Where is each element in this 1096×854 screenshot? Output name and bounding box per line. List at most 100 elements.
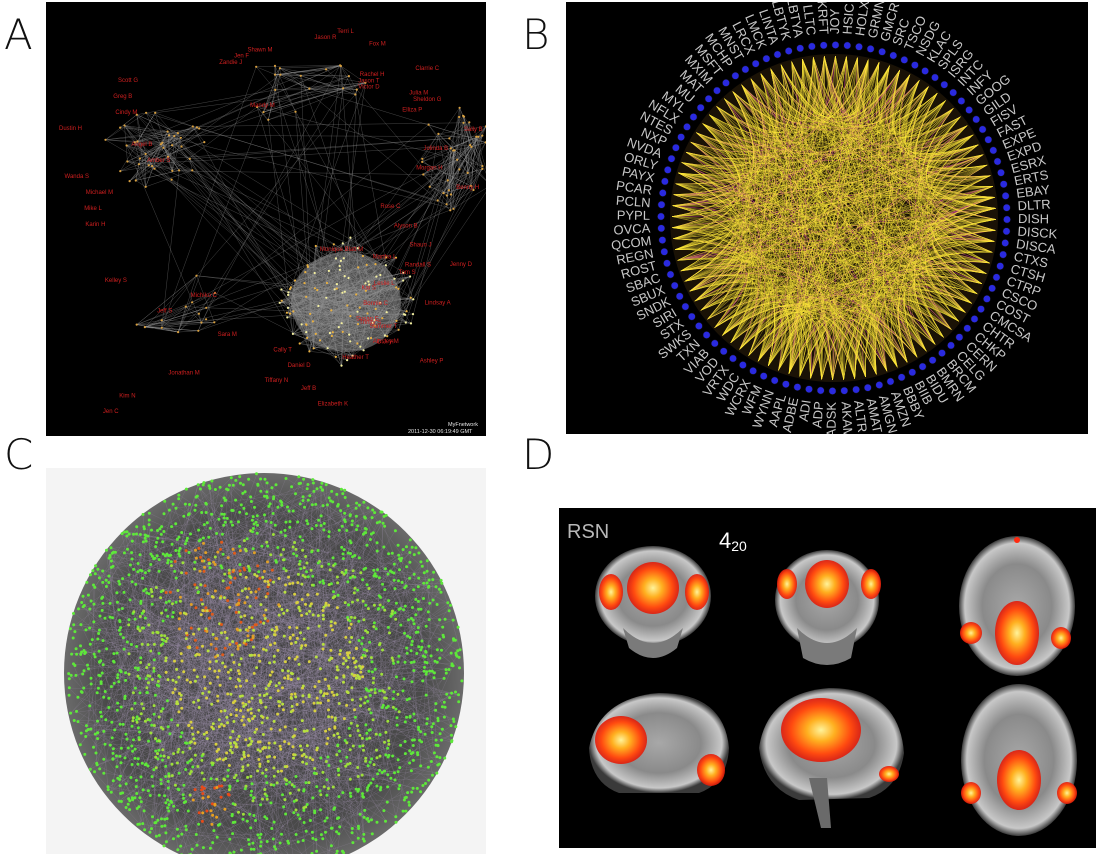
node-label: Jolinda B	[424, 146, 449, 152]
node-label: Daniel D	[288, 363, 312, 369]
axial-slice-2	[961, 684, 1077, 836]
ticker-label: AKAM	[839, 401, 856, 434]
ticker-label: ALTR	[851, 399, 870, 433]
node-label: Summer T	[370, 324, 398, 330]
node-label: Randall S	[405, 262, 431, 268]
ticker-label: ADSK	[824, 402, 839, 434]
ticker-label: ADI	[796, 399, 814, 423]
coronal-slice-2	[775, 550, 881, 665]
ticker-label: HSIC	[840, 3, 857, 35]
ticker-label: JOY	[827, 8, 842, 34]
node-label: Jeff S	[157, 309, 172, 315]
ticker-label: PCAR	[615, 178, 653, 198]
ticker-label: DISH	[1018, 211, 1049, 226]
node-label: Alyson B	[394, 223, 418, 229]
node-label: Kim N	[119, 394, 135, 400]
node-label: Leslie L	[374, 281, 395, 287]
node-label: Rachel H	[360, 72, 385, 78]
node-label: Susan E	[356, 316, 379, 322]
coronal-slice-1	[595, 546, 711, 658]
axial-slice-1	[959, 536, 1075, 676]
node-label: Angel B	[131, 142, 152, 148]
ticker-label: PAYX	[621, 164, 657, 186]
node-label: Cally T	[273, 347, 292, 353]
ticker-label: REGN	[615, 246, 655, 268]
node-label: Heather T	[342, 355, 369, 361]
node-label: Scott G	[118, 78, 138, 84]
node-label: Clarrie C	[415, 66, 439, 72]
node-label: D.J. H	[377, 340, 394, 346]
node-label: Michiko C	[191, 293, 218, 299]
panel-b-stock-correlation-circle: SRC TSCO NSDG KLAC SPLS ISRG INTC INFY GOOG GILD F…	[566, 2, 1088, 434]
ticker-label: HOLX	[852, 2, 872, 37]
ticker-label: AMAT	[864, 397, 886, 434]
ticker-label: EBAY	[1015, 182, 1051, 201]
panel-letter-a: A	[4, 10, 33, 59]
ticker-label: QCOM	[610, 233, 652, 253]
node-label: Kai S	[362, 286, 376, 292]
ticker-label: DISCA	[1015, 236, 1057, 257]
node-label: Jen C	[103, 409, 119, 415]
ticker-label: ERTS	[1013, 167, 1050, 189]
node-label: Lindsay A	[425, 301, 451, 307]
ticker-label: ADBE	[779, 396, 801, 434]
node-label: Zandie J	[219, 60, 242, 66]
node-label: Monique Blatt M	[320, 247, 363, 253]
node-label: Jeff B	[301, 386, 316, 392]
ticker-label: LLTC	[800, 4, 819, 36]
node-label: Fox M	[369, 41, 386, 47]
ticker-label: CTXS	[1012, 249, 1049, 271]
node-label: Terri L	[337, 29, 354, 35]
node-label: Trinity S	[359, 320, 381, 326]
node-label: Shawn M	[248, 48, 273, 54]
node-label: Rose C	[380, 204, 401, 210]
watermark-name: MyFnetwork	[448, 422, 478, 428]
node-label: Sheldon G	[413, 97, 442, 103]
ticker-label: OVCA	[613, 220, 651, 237]
sagittal-slice-2	[759, 688, 904, 828]
node-label: Shaun J	[410, 243, 432, 249]
node-label: Dustin H	[59, 126, 82, 132]
panel-letter-d: D	[522, 430, 555, 479]
node-label: Morgan H	[416, 166, 442, 172]
node-label: Greg B	[113, 94, 132, 100]
node-label: Ashley P	[420, 358, 444, 364]
watermark-timestamp: 2011-12-30 06:19:49 GMT	[408, 429, 473, 435]
node-label: Julia M	[409, 91, 428, 97]
panel-a-social-network: Scott G Greg B Cindy M Dustin H Angel B Amber…	[46, 2, 486, 436]
node-label: Jenny D	[450, 262, 473, 268]
node-label: Victor D	[358, 85, 380, 91]
node-label: Cindy M	[115, 110, 137, 116]
node-label: Sara M	[218, 332, 237, 338]
correlation-circle-graph: SRCTSCONSDGKLACSPLSISRGINTCINFYGOOGGILDF…	[610, 2, 1058, 434]
ticker-label: PCLN	[615, 193, 651, 211]
node-label: Bonnie C	[363, 301, 388, 307]
component-number: 420	[719, 528, 747, 554]
brain-rsn-maps: RSN 420	[567, 521, 1077, 836]
ticker-label: PYPL	[617, 208, 650, 223]
node-label: Jason R	[314, 35, 337, 41]
panel-c-large-network	[46, 468, 486, 854]
node-label: Kelley S	[105, 278, 127, 284]
sagittal-slice-1	[589, 693, 729, 793]
panel-letter-b: B	[522, 10, 550, 59]
rsn-title: RSN	[567, 521, 609, 543]
node-label: Amber S	[147, 158, 170, 164]
node-label: Michael M	[86, 190, 113, 196]
node-label: Tiffany N	[265, 378, 289, 384]
ticker-label: DISCK	[1017, 224, 1058, 242]
ticker-label: DLTR	[1017, 196, 1051, 213]
node-label: Tom S	[399, 270, 416, 276]
ticker-label: KRFT	[815, 2, 832, 35]
node-label: Ainsley M	[373, 339, 399, 345]
node-label: Mike L	[84, 206, 102, 212]
node-label: Elizabeth K	[318, 401, 348, 407]
panel-letter-c: C	[4, 430, 34, 479]
ticker-label: ADP	[809, 401, 826, 429]
panel-d-brain-rsn: RSN 420	[559, 508, 1096, 848]
node-label: Elliza P	[402, 108, 422, 114]
node-label: Benny H	[456, 185, 479, 191]
node-label: Sally B	[464, 127, 483, 133]
node-label: Mandy M	[250, 103, 275, 109]
node-label: Jonathan M	[168, 371, 199, 377]
